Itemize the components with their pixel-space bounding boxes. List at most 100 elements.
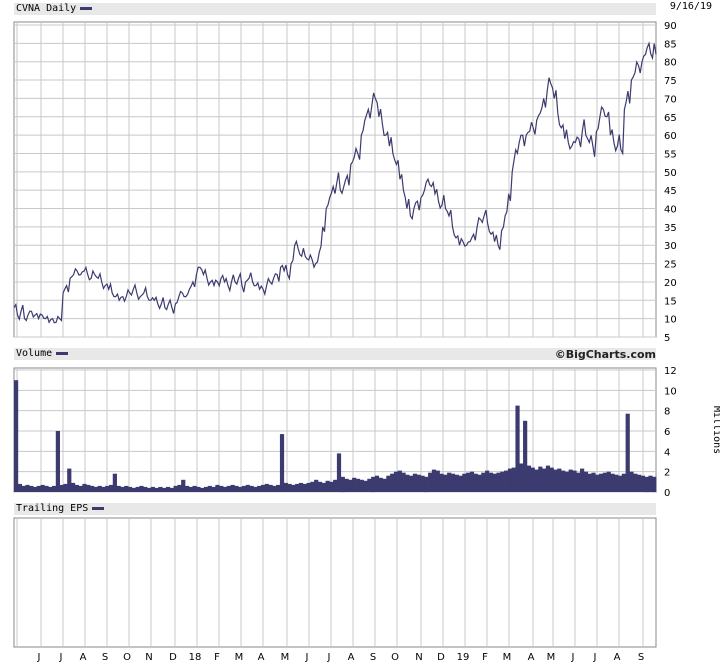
volume-bar <box>234 485 239 492</box>
volume-bar <box>329 481 334 492</box>
volume-bar <box>93 486 98 492</box>
volume-bar <box>640 475 645 492</box>
volume-bar <box>215 484 220 492</box>
volume-bar <box>382 478 387 492</box>
volume-bar <box>416 474 421 492</box>
volume-bar <box>89 485 95 492</box>
x-tick-label: M <box>547 652 556 663</box>
volume-bar <box>420 475 425 492</box>
eps-title-text: Trailing EPS <box>16 503 89 514</box>
x-tick-label: J <box>571 652 575 663</box>
volume-bar <box>443 474 448 492</box>
x-tick-label: A <box>258 652 265 663</box>
volume-bar <box>222 486 228 492</box>
volume-bar <box>257 485 262 492</box>
volume-bar <box>230 484 235 492</box>
volume-bar <box>317 481 323 492</box>
volume-bar <box>279 434 285 492</box>
volume-bar <box>135 486 140 492</box>
volume-bar <box>602 472 608 492</box>
x-tick-label: A <box>614 652 621 663</box>
eps-panel-header: Trailing EPS <box>14 503 656 515</box>
x-tick-label: J <box>37 652 41 663</box>
volume-panel-title: Volume <box>16 348 69 360</box>
x-tick-label: F <box>482 652 488 663</box>
volume-bar <box>618 475 623 492</box>
volume-bar <box>348 479 353 492</box>
price-tick-label: 65 <box>664 113 677 124</box>
price-tick-label: 60 <box>664 131 677 142</box>
volume-bar <box>283 482 288 492</box>
volume-bar <box>621 473 627 492</box>
price-line <box>13 41 657 324</box>
volume-bar <box>127 486 133 492</box>
price-tick-label: 55 <box>664 149 677 160</box>
volume-bar <box>374 475 380 492</box>
price-tick-label: 40 <box>664 205 677 216</box>
volume-bar <box>32 486 38 492</box>
volume-bar <box>515 405 520 492</box>
x-tick-label: N <box>415 652 422 663</box>
volume-unit-label: Millions <box>711 406 720 454</box>
volume-bar <box>298 482 304 492</box>
volume-bar <box>203 486 209 492</box>
volume-bar <box>477 474 482 492</box>
x-tick-label: O <box>123 652 131 663</box>
price-tick-label: 10 <box>664 315 677 326</box>
volume-bar <box>120 486 125 492</box>
volume-bar <box>74 484 79 492</box>
volume-bar <box>504 470 509 492</box>
volume-bar <box>146 487 152 492</box>
volume-bar <box>412 473 418 492</box>
volume-bar <box>105 485 110 492</box>
volume-bar <box>371 476 376 493</box>
volume-bar <box>644 476 649 493</box>
price-tick-label: 35 <box>664 223 677 234</box>
volume-bar <box>302 483 307 492</box>
volume-bar <box>367 478 372 492</box>
volume-bar <box>158 486 163 492</box>
x-tick-label: F <box>214 652 220 663</box>
eps-panel-title: Trailing EPS <box>16 503 105 515</box>
price-tick-label: 80 <box>664 58 677 69</box>
price-title-text: CVNA Daily <box>16 3 77 14</box>
volume-bar <box>268 484 273 492</box>
volume-bar <box>473 473 478 492</box>
price-tick-label: 85 <box>664 39 677 50</box>
x-tick-label: J <box>305 652 309 663</box>
volume-bar <box>538 466 543 492</box>
x-tick-label: M <box>281 652 290 663</box>
volume-bar <box>572 470 577 492</box>
volume-bar <box>428 472 433 492</box>
volume-bar <box>169 487 174 492</box>
price-tick-label: 45 <box>664 186 677 197</box>
volume-bar <box>526 465 532 492</box>
volume-bar <box>344 478 349 492</box>
volume-bar <box>355 478 361 492</box>
volume-bar <box>211 486 216 492</box>
price-legend-swatch <box>80 6 93 10</box>
eps-legend-swatch <box>92 506 105 510</box>
volume-bar <box>561 470 566 492</box>
volume-bar <box>241 485 247 492</box>
volume-bar <box>431 469 437 492</box>
volume-bar <box>143 486 148 492</box>
price-panel-title: CVNA Daily <box>16 3 93 15</box>
volume-bar <box>583 471 589 492</box>
volume-bar <box>599 473 604 492</box>
volume-bar <box>51 485 57 492</box>
volume-bar <box>557 468 562 492</box>
volume-bar <box>496 472 501 492</box>
volume-bar <box>652 476 657 493</box>
x-tick-label: A <box>80 652 87 663</box>
volume-title-text: Volume <box>16 348 53 359</box>
volume-bar <box>173 485 178 492</box>
volume-bar <box>439 473 444 492</box>
x-tick-label: A <box>348 652 355 663</box>
x-tick-label: D <box>169 652 177 663</box>
volume-bar <box>48 486 53 492</box>
price-tick-label: 70 <box>664 94 677 105</box>
volume-bar <box>553 469 558 492</box>
volume-bar <box>154 487 159 492</box>
